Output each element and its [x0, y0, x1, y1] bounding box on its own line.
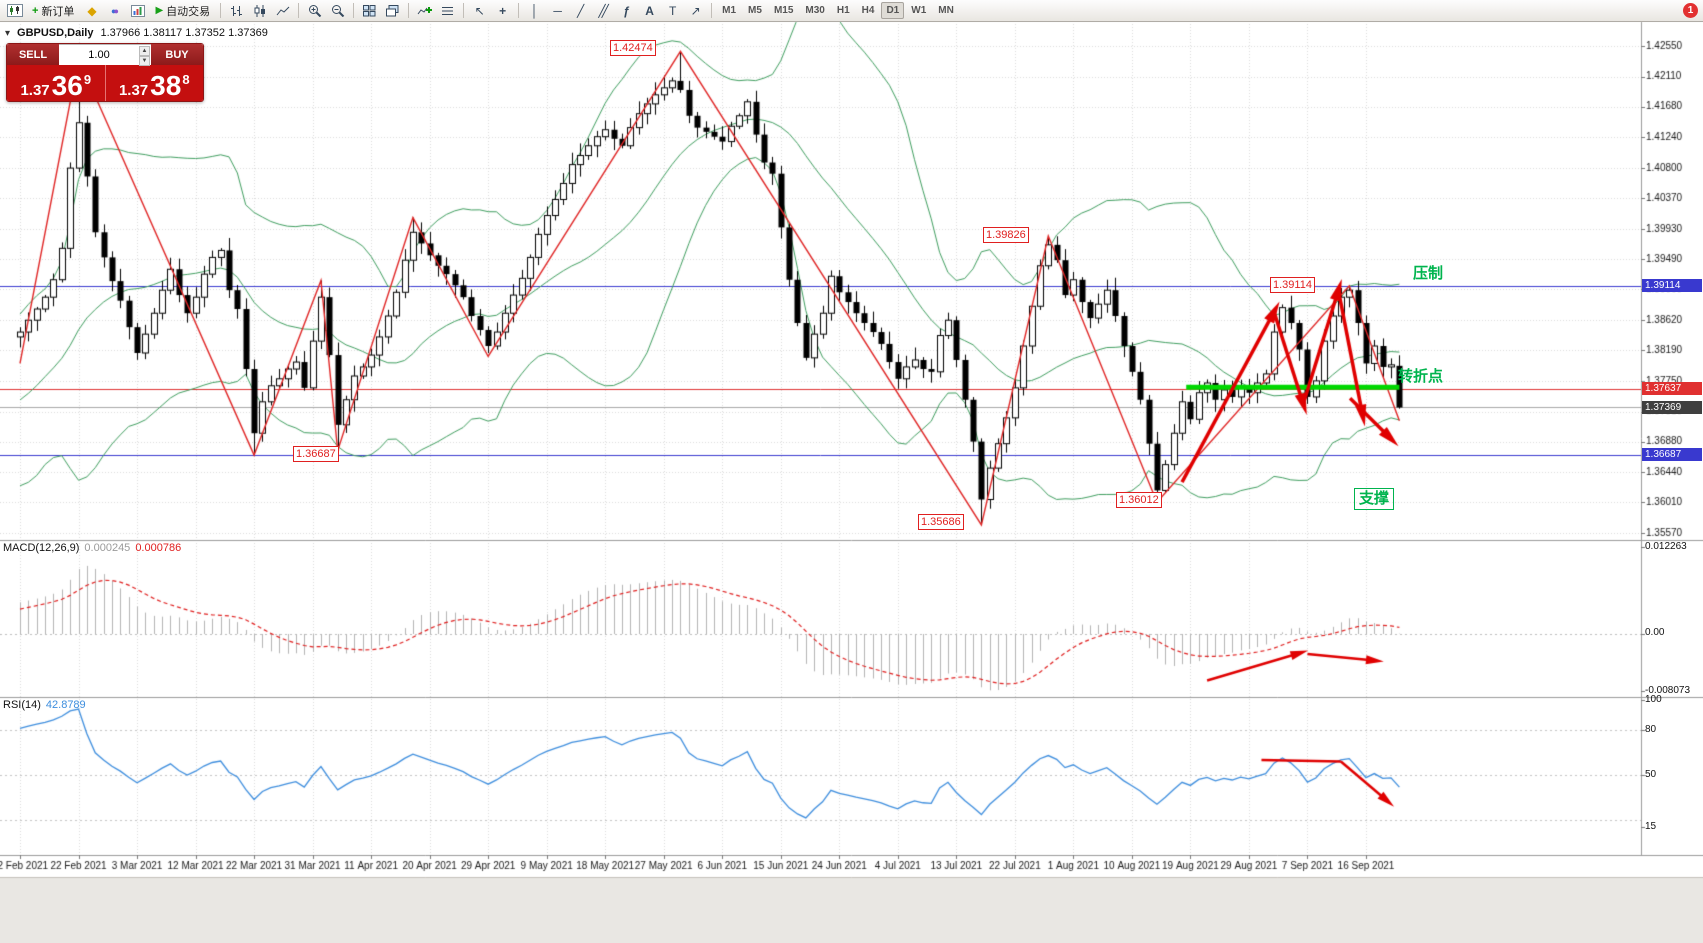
toolbar-separator	[353, 3, 355, 18]
symbol-period-label: GBPUSD,Daily	[17, 27, 94, 39]
timeframe-m15[interactable]: M15	[773, 5, 794, 16]
macd-main-value: 0.000245	[84, 542, 131, 554]
notification-badge[interactable]: 1	[1683, 3, 1698, 18]
resistance-price-tag: 1.39114	[1642, 279, 1702, 292]
rsi-value: 42.8789	[45, 699, 86, 711]
turning-point-annotation[interactable]: 转折点	[1398, 368, 1444, 385]
zoom-out-icon[interactable]	[327, 2, 348, 20]
toolbar-separator	[518, 3, 520, 18]
timeframe-m30[interactable]: M30	[805, 5, 825, 16]
macd-scale-zero: 0.00	[1645, 627, 1665, 638]
volume-field-wrap: ▲ ▼	[59, 44, 151, 66]
new-order-plus-icon: +	[32, 4, 39, 17]
auto-trading-label: 自动交易	[166, 5, 211, 18]
toolbar-separator	[463, 3, 465, 18]
ask-price[interactable]: 1.37 38 8	[106, 65, 204, 101]
one-click-trade-panel: SELL ▲ ▼ BUY 1.37 36 9 1.37 38 8	[6, 43, 204, 102]
candlestick-mode-icon[interactable]	[249, 2, 270, 20]
pivot-price-tag: 1.37637	[1642, 382, 1702, 395]
rsi-scale-80: 80	[1645, 724, 1657, 735]
timeframe-h1[interactable]: H1	[836, 5, 850, 16]
community-icon[interactable]: ● ●	[111, 5, 119, 16]
bid-price-point: 9	[83, 72, 92, 87]
ask-price-point: 8	[182, 72, 190, 87]
vertical-line-tool-icon[interactable]: │	[530, 3, 539, 18]
flag-142474[interactable]: 1.42474	[610, 40, 656, 56]
toolbar-separator	[220, 3, 222, 18]
macd-scale-bottom: -0.008073	[1645, 685, 1691, 696]
rsi-label: RSI(14) 42.8789	[3, 699, 86, 711]
line-chart-mode-icon[interactable]	[272, 2, 293, 20]
timeframe-mn[interactable]: MN	[938, 5, 954, 16]
bid-price-base: 1.37	[20, 82, 50, 99]
chart-title: ▾ GBPUSD,Daily 1.37966 1.38117 1.37352 1…	[5, 27, 268, 39]
macd-signal-value: 0.000786	[135, 542, 182, 554]
channel-tool-icon[interactable]: ╱╱	[598, 3, 609, 18]
macd-name: MACD(12,26,9)	[3, 542, 80, 554]
ask-price-base: 1.37	[118, 82, 149, 99]
metaeditor-icon[interactable]: ◆	[87, 3, 97, 18]
ohlc-values: 1.37966 1.38117 1.37352 1.37369	[100, 27, 268, 39]
auto-trading-play-icon: ▶	[155, 5, 164, 16]
fibonacci-tool-icon[interactable]: ƒ	[623, 3, 630, 18]
volume-spinner: ▲ ▼	[139, 46, 150, 66]
volume-down-icon[interactable]: ▼	[139, 56, 150, 66]
flag-139114[interactable]: 1.39114	[1270, 277, 1315, 293]
macd-label: MACD(12,26,9) 0.000245 0.000786	[3, 542, 181, 554]
flag-136012[interactable]: 1.36012	[1116, 492, 1162, 508]
new-order-label: 新订单	[41, 5, 75, 18]
new-chart-icon[interactable]	[4, 2, 25, 20]
flag-139826[interactable]: 1.39826	[983, 227, 1029, 243]
buy-button[interactable]: BUY	[151, 44, 203, 65]
cascade-windows-icon[interactable]	[382, 2, 403, 20]
timeframe-m1[interactable]: M1	[722, 5, 737, 16]
cursor-icon[interactable]: ↖	[474, 3, 485, 18]
ask-price-pips: 38	[150, 70, 182, 102]
support-annotation[interactable]: 支撑	[1354, 488, 1395, 510]
rsi-name: RSI(14)	[3, 699, 41, 711]
horizontal-line-tool-icon[interactable]: ─	[553, 3, 562, 18]
arrows-tool-icon[interactable]: ↗	[690, 3, 701, 18]
flag-135686[interactable]: 1.35686	[918, 514, 964, 530]
toolbar-separator	[298, 3, 300, 18]
indicators-icon[interactable]	[414, 2, 435, 20]
volume-up-icon[interactable]: ▲	[139, 46, 150, 56]
bid-price[interactable]: 1.37 36 9	[7, 65, 106, 101]
volume-input[interactable]	[59, 45, 151, 65]
toolbar: + 新订单 ◆ ● ● ▶ 自动交易	[0, 0, 1703, 22]
macd-scale-top: 0.012263	[1645, 541, 1687, 552]
bar-chart-mode-icon[interactable]	[226, 2, 247, 20]
rsi-scale-100: 100	[1645, 694, 1662, 705]
resistance-annotation[interactable]: 压制	[1413, 265, 1444, 282]
new-order-button[interactable]: + 新订单	[27, 2, 79, 20]
rsi-scale-50: 50	[1645, 769, 1657, 780]
timeframe-m5[interactable]: M5	[748, 5, 762, 16]
bid-ask-display: 1.37 36 9 1.37 38 8	[7, 65, 203, 101]
objects-list-icon[interactable]	[437, 2, 458, 20]
tile-windows-icon[interactable]	[359, 2, 380, 20]
trendline-tool-icon[interactable]: ╱	[577, 3, 585, 18]
toolbar-separator	[711, 3, 713, 18]
bid-price-pips: 36	[51, 70, 83, 102]
market-watch-icon[interactable]	[127, 2, 148, 20]
crosshair-icon[interactable]: +	[499, 3, 507, 18]
trade-panel-controls: SELL ▲ ▼ BUY	[7, 44, 203, 66]
flag-136687[interactable]: 1.36687	[293, 446, 339, 462]
zoom-in-icon[interactable]	[304, 2, 325, 20]
text-label-tool-icon[interactable]: T	[668, 3, 677, 18]
rsi-scale-15: 15	[1645, 821, 1657, 832]
timeframe-w1[interactable]: W1	[911, 5, 927, 16]
timeframe-h4[interactable]: H4	[861, 5, 875, 16]
current-price-tag: 1.37369	[1642, 401, 1702, 414]
auto-trading-button[interactable]: ▶ 自动交易	[150, 2, 215, 20]
support-price-tag: 1.36687	[1642, 448, 1702, 461]
one-click-toggle-icon[interactable]: ▾	[5, 28, 11, 39]
text-tool-icon[interactable]: A	[645, 3, 654, 18]
toolbar-separator	[408, 3, 410, 18]
sell-button[interactable]: SELL	[7, 44, 59, 65]
timeframe-d1[interactable]: D1	[881, 2, 905, 19]
